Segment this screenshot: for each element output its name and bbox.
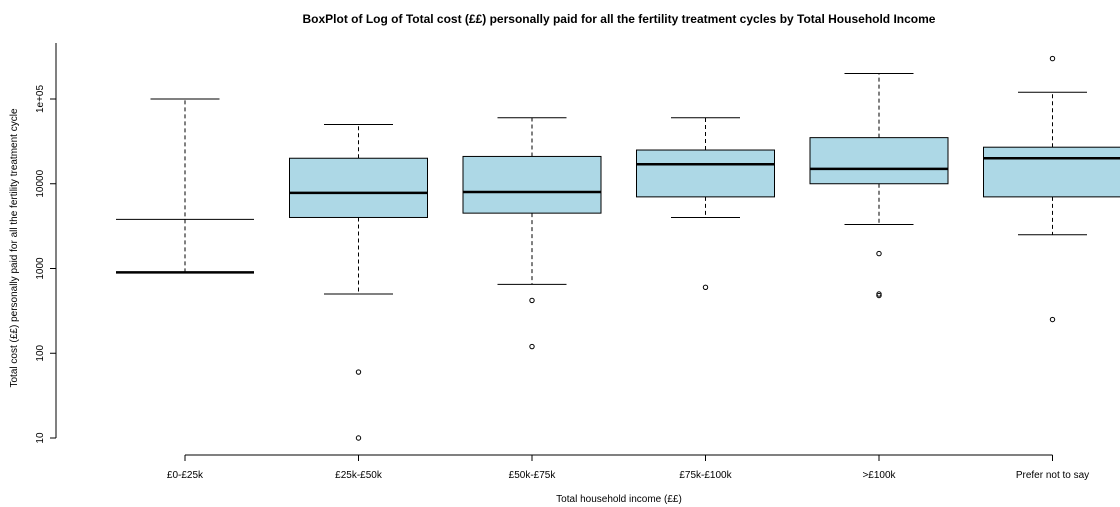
x-tick-label: Prefer not to say xyxy=(1016,470,1089,481)
outlier-point xyxy=(529,343,535,350)
box xyxy=(636,149,775,198)
box xyxy=(809,137,949,185)
x-axis-label: Total household income (££) xyxy=(556,494,682,505)
box xyxy=(289,157,428,218)
y-axis-label: Total cost (££) personally paid for all … xyxy=(9,108,20,387)
chart-title: BoxPlot of Log of Total cost (££) person… xyxy=(303,12,936,26)
outlier-point xyxy=(529,297,535,304)
outlier-point xyxy=(355,435,362,441)
outlier-point xyxy=(702,284,709,291)
plot-area: 10 100 1000 10000 1e+05 £0-£25k £25k-£50k £50k-… xyxy=(35,43,1120,481)
outlier-point xyxy=(876,292,882,299)
x-tick-label: >£100k xyxy=(862,470,896,481)
box xyxy=(462,155,602,214)
y-tick-label: 1e+05 xyxy=(35,85,46,114)
x-tick-label: £0-£25k xyxy=(167,470,204,481)
outlier-point xyxy=(1049,55,1056,62)
outlier-point xyxy=(1049,316,1056,323)
box xyxy=(983,146,1120,198)
x-tick-label: £50k-£75k xyxy=(509,470,557,481)
outlier-point xyxy=(876,250,882,257)
outlier-point xyxy=(355,369,362,375)
x-tick-label: £25k-£50k xyxy=(335,470,383,481)
y-tick-label: 1000 xyxy=(35,257,46,280)
y-tick-label: 10000 xyxy=(35,169,46,197)
y-tick-label: 10 xyxy=(35,432,46,444)
x-tick-label: £75k-£100k xyxy=(679,470,732,481)
y-tick-label: 100 xyxy=(35,344,46,361)
